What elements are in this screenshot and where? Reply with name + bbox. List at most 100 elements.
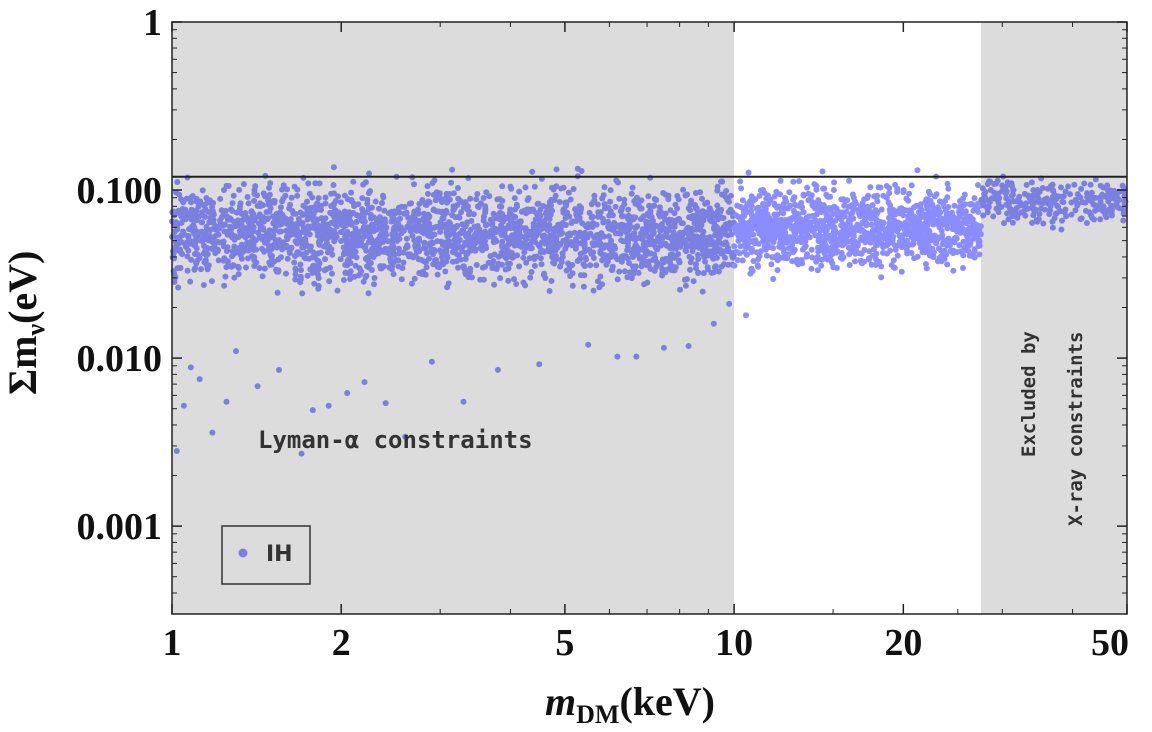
data-point-2124 (352, 225, 359, 232)
data-point-2126 (292, 265, 299, 272)
data-point-2152 (574, 165, 581, 172)
data-point-2313 (350, 230, 357, 237)
data-point-1917 (503, 245, 510, 252)
data-point-3032 (857, 257, 864, 264)
data-point-966 (618, 237, 625, 244)
data-point-2235 (639, 226, 646, 233)
data-point-167 (283, 270, 289, 277)
data-point-2370 (388, 248, 395, 255)
data-point-3820 (1033, 217, 1040, 223)
data-point-2219 (560, 184, 567, 191)
data-point-3322 (943, 220, 950, 227)
data-point-2268 (312, 221, 318, 228)
data-point-1299 (344, 228, 351, 235)
x-tick-label-5: 50 (1091, 622, 1129, 664)
data-point-2151 (467, 246, 474, 253)
data-point-1629 (466, 208, 473, 215)
data-point-2392 (702, 244, 709, 251)
data-point-3803 (1030, 212, 1037, 219)
data-point-2197 (516, 263, 523, 270)
data-point-3325 (894, 185, 901, 192)
data-point-3767 (1098, 193, 1105, 200)
data-point-1096 (390, 271, 397, 278)
data-point-2027 (538, 261, 545, 268)
data-point-3091 (861, 246, 868, 253)
data-point-3476 (789, 241, 796, 248)
data-point-1097 (455, 231, 462, 238)
data-point-2272 (245, 255, 251, 262)
data-point-2108 (538, 222, 545, 229)
data-point-3425 (732, 226, 739, 233)
data-point-1218 (695, 269, 702, 276)
data-point-1171 (602, 205, 608, 212)
data-point-2368 (609, 212, 616, 219)
data-point-3201 (901, 226, 908, 233)
data-point-3792 (985, 204, 992, 210)
data-point-2343 (563, 236, 570, 243)
data-point-2192 (638, 246, 645, 253)
data-point-2283 (278, 254, 284, 261)
data-point-2252 (237, 229, 244, 236)
data-point-3586 (931, 193, 938, 200)
data-point-1342 (621, 196, 628, 203)
data-point-1852 (530, 206, 536, 213)
data-point-3482 (974, 223, 981, 230)
data-point-2275 (544, 223, 551, 230)
data-point-3359 (976, 228, 982, 235)
data-point-3533 (747, 270, 754, 277)
data-point-2269 (583, 247, 589, 254)
data-point-3817 (1029, 192, 1036, 199)
data-point-2097 (338, 229, 344, 235)
data-point-2322 (696, 244, 703, 251)
data-point-2020 (203, 252, 210, 259)
data-point-1373 (239, 217, 246, 224)
data-point-1106 (588, 201, 595, 208)
data-point-3049 (823, 191, 830, 198)
data-point-2002 (396, 209, 403, 216)
data-point-1761 (182, 242, 189, 249)
data-point-2251 (646, 202, 653, 209)
data-point-54 (520, 254, 527, 261)
data-point-1931 (496, 203, 503, 210)
data-point-1710 (271, 227, 278, 234)
data-point-1744 (439, 209, 446, 216)
data-point-2396 (672, 239, 679, 246)
data-point-1959 (333, 208, 340, 214)
data-point-3678 (1087, 181, 1094, 188)
data-point-913 (699, 195, 705, 202)
data-point-2315 (180, 198, 187, 205)
data-point-3526 (908, 234, 915, 241)
data-point-2266 (398, 230, 405, 237)
y-tick-label-2: 0.100 (77, 170, 163, 212)
data-point-566 (326, 278, 333, 285)
data-point-3674 (1068, 211, 1075, 218)
data-point-2399 (530, 223, 537, 230)
data-point-2249 (643, 221, 650, 228)
data-point-1826 (563, 202, 570, 209)
data-point-3630 (1058, 184, 1064, 191)
data-point-3543 (917, 205, 924, 211)
data-point-2350 (615, 179, 621, 186)
data-point-3885 (710, 320, 717, 327)
data-point-3597 (778, 223, 785, 230)
data-point-2067 (670, 229, 677, 236)
data-point-3862 (187, 364, 194, 371)
data-point-1167 (330, 164, 337, 171)
data-point-3585 (895, 219, 902, 226)
data-point-3450 (909, 241, 916, 248)
data-point-1631 (221, 243, 227, 250)
data-point-3564 (967, 213, 974, 220)
data-point-1428 (235, 271, 242, 278)
data-point-3590 (737, 178, 744, 185)
data-point-2281 (549, 207, 556, 214)
data-point-3577 (780, 219, 787, 226)
data-point-2287 (522, 225, 529, 232)
data-point-1697 (589, 214, 596, 220)
data-point-690 (723, 188, 730, 194)
data-point-2277 (572, 243, 579, 250)
data-point-1615 (580, 261, 587, 268)
data-point-3546 (964, 233, 971, 240)
data-point-2383 (441, 197, 447, 204)
data-point-1954 (291, 227, 298, 233)
data-point-871 (320, 219, 327, 226)
